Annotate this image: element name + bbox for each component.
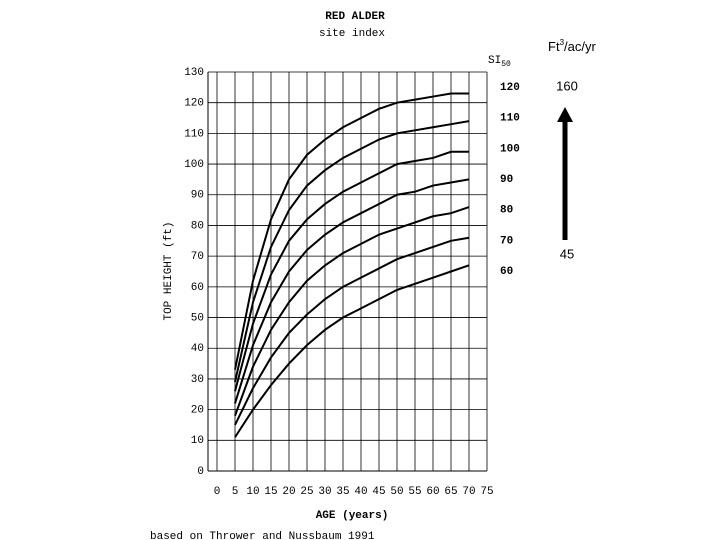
unit-superscript: 3 bbox=[560, 38, 565, 47]
y-tick-label: 80 bbox=[191, 220, 204, 232]
x-tick-label: 10 bbox=[246, 486, 259, 498]
y-tick-label: 130 bbox=[184, 67, 204, 79]
series-line bbox=[234, 236, 470, 426]
y-tick-label: 70 bbox=[191, 251, 204, 263]
range-low: 45 bbox=[560, 246, 574, 261]
y-tick-label: 30 bbox=[191, 374, 204, 386]
chart-title: RED ALDER bbox=[325, 11, 385, 23]
x-tick-label: 65 bbox=[444, 486, 457, 498]
footnote: based on Thrower and Nussbaum 1991 bbox=[150, 531, 375, 540]
y-tick-label: 20 bbox=[191, 405, 204, 417]
x-tick-label: 15 bbox=[264, 486, 277, 498]
unit-base: Ft bbox=[548, 39, 560, 54]
x-tick-label: 50 bbox=[390, 486, 403, 498]
x-tick-label: 45 bbox=[372, 486, 385, 498]
y-tick-label: 90 bbox=[191, 190, 204, 202]
series-label: 110 bbox=[500, 113, 520, 125]
y-tick-label: 10 bbox=[191, 435, 204, 447]
x-tick-label: 75 bbox=[480, 486, 493, 498]
legend-title-subscript: 50 bbox=[501, 60, 511, 69]
range-arrow-head bbox=[557, 107, 573, 122]
y-tick-label: 110 bbox=[184, 128, 204, 140]
series-line bbox=[234, 206, 470, 417]
series-line bbox=[234, 120, 470, 383]
y-tick-label: 40 bbox=[191, 343, 204, 355]
x-tick-label: 0 bbox=[214, 486, 221, 498]
series-label: 70 bbox=[500, 235, 513, 247]
series-line bbox=[234, 150, 469, 392]
x-tick-label: 60 bbox=[426, 486, 439, 498]
y-tick-label: 0 bbox=[197, 466, 204, 478]
x-tick-label: 30 bbox=[318, 486, 331, 498]
series-label: 100 bbox=[500, 143, 520, 155]
legend-title-text: SI bbox=[488, 55, 501, 67]
y-tick-label: 100 bbox=[184, 159, 204, 171]
legend-title: SI50 bbox=[488, 55, 511, 69]
y-tick-label: 60 bbox=[191, 282, 204, 294]
chart-subtitle: site index bbox=[319, 28, 385, 40]
series-label: 90 bbox=[500, 174, 513, 186]
x-tick-label: 20 bbox=[282, 486, 295, 498]
series-line bbox=[234, 92, 469, 370]
unit-rest: /ac/yr bbox=[564, 39, 596, 54]
x-axis-label: AGE (years) bbox=[316, 510, 389, 522]
series-label: 60 bbox=[500, 266, 513, 278]
x-tick-label: 70 bbox=[462, 486, 475, 498]
range-high: 160 bbox=[556, 78, 578, 93]
x-tick-label: 55 bbox=[408, 486, 421, 498]
x-tick-label: 25 bbox=[300, 486, 313, 498]
x-tick-label: 5 bbox=[232, 486, 239, 498]
y-axis-label: TOP HEIGHT (ft) bbox=[163, 221, 175, 320]
series-line bbox=[234, 264, 470, 438]
x-tick-label: 35 bbox=[336, 486, 349, 498]
x-tick-label: 40 bbox=[354, 486, 367, 498]
y-tick-label: 50 bbox=[191, 312, 204, 324]
series-label: 120 bbox=[500, 82, 520, 94]
y-tick-label: 120 bbox=[184, 98, 204, 110]
series-line bbox=[234, 178, 470, 404]
series-label: 80 bbox=[500, 205, 513, 217]
unit-label: Ft3/ac/yr bbox=[548, 38, 596, 54]
